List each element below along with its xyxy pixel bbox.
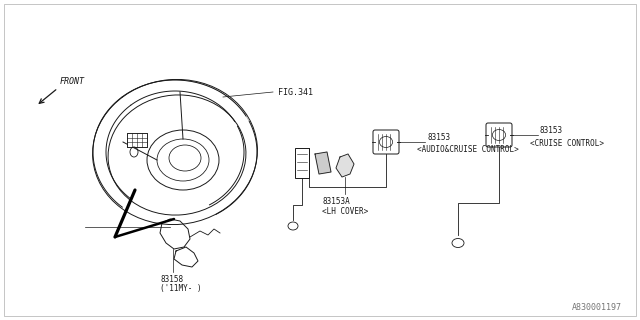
Text: 83153A: 83153A <box>322 197 349 206</box>
Bar <box>295 148 309 178</box>
Text: <LH COVER>: <LH COVER> <box>322 207 368 217</box>
Polygon shape <box>336 154 354 177</box>
Bar <box>127 133 147 147</box>
Text: A830001197: A830001197 <box>572 303 622 312</box>
Text: 83153: 83153 <box>540 125 563 134</box>
Polygon shape <box>315 152 331 174</box>
Text: 83153: 83153 <box>427 132 450 141</box>
Text: <AUDIO&CRUISE CONTROL>: <AUDIO&CRUISE CONTROL> <box>417 145 519 154</box>
Text: 83158: 83158 <box>160 275 183 284</box>
Text: FRONT: FRONT <box>60 77 85 86</box>
Text: FIG.341: FIG.341 <box>278 87 313 97</box>
Text: ('11MY- ): ('11MY- ) <box>160 284 202 293</box>
Text: <CRUISE CONTROL>: <CRUISE CONTROL> <box>530 139 604 148</box>
